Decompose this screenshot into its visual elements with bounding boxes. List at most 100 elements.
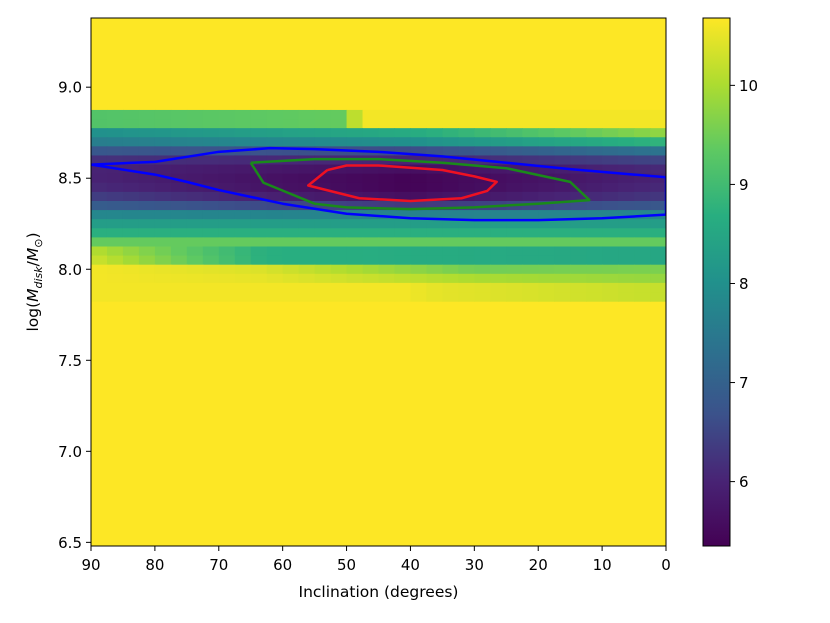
heatmap-cell — [458, 173, 475, 184]
heatmap-cell — [234, 228, 252, 238]
heatmap-cell — [154, 200, 172, 211]
heatmap-cell — [330, 219, 348, 229]
heatmap-cell — [154, 210, 172, 220]
heatmap-cell — [170, 264, 188, 275]
heatmap-cell — [410, 219, 428, 229]
heatmap-cell — [442, 119, 459, 129]
heatmap-cell — [138, 255, 156, 266]
heatmap-cell — [362, 282, 380, 293]
heatmap-cell — [378, 282, 396, 293]
heatmap-cell — [170, 237, 188, 248]
heatmap-cell — [106, 173, 124, 184]
heatmap-cell — [634, 200, 651, 211]
heatmap-cell — [522, 191, 539, 202]
heatmap-cell — [202, 219, 220, 229]
heatmap-cell — [554, 173, 571, 184]
heatmap-cell — [298, 237, 316, 248]
heatmap-cell — [266, 128, 284, 138]
heatmap-cell — [602, 237, 619, 248]
heatmap-cell — [218, 164, 236, 175]
heatmap-cell — [426, 146, 443, 157]
heatmap-cell — [442, 264, 459, 275]
heatmap-cell — [522, 210, 539, 220]
heatmap-cell — [186, 137, 204, 147]
heatmap-cell — [410, 282, 428, 293]
heatmap-cell — [186, 264, 204, 275]
heatmap-cell — [282, 128, 300, 138]
heatmap-cell — [154, 146, 172, 157]
heatmap-cell — [650, 137, 666, 147]
heatmap-cell — [650, 191, 666, 202]
heatmap-cell — [266, 246, 284, 257]
heatmap-cell — [202, 273, 220, 284]
heatmap-cell — [218, 173, 236, 184]
heatmap-cell — [250, 273, 268, 284]
heatmap-cell — [346, 282, 364, 293]
heatmap-cell — [362, 200, 380, 211]
heatmap-cell — [234, 273, 252, 284]
heatmap-cell — [410, 255, 428, 266]
heatmap-cell — [170, 173, 188, 184]
heatmap-cell — [314, 219, 332, 229]
heatmap-cell — [138, 200, 156, 211]
heatmap-cell — [602, 273, 619, 284]
heatmap-cell — [474, 119, 491, 129]
heatmap-cell — [570, 128, 587, 138]
heatmap-cell — [570, 119, 587, 129]
heatmap-cell — [634, 228, 651, 238]
heatmap-cell — [602, 182, 619, 193]
heatmap-cell — [186, 246, 204, 257]
heatmap-cell — [314, 137, 332, 147]
heatmap-cell — [442, 137, 459, 147]
heatmap-cell — [490, 282, 507, 293]
heatmap-cell — [650, 119, 666, 129]
heatmap-cell — [586, 182, 603, 193]
heatmap-cell — [506, 219, 523, 229]
heatmap-cell — [554, 219, 571, 229]
heatmap-cell — [554, 292, 571, 302]
heatmap-cell — [106, 210, 124, 220]
heatmap-cell — [91, 273, 108, 284]
heatmap-cell — [618, 292, 635, 302]
heatmap-cell — [538, 109, 555, 120]
heatmap-cell — [618, 128, 635, 138]
heatmap-cell — [362, 173, 380, 184]
heatmap-cell — [314, 237, 332, 248]
heatmap-cell — [186, 164, 204, 175]
heatmap-cell — [138, 264, 156, 275]
heatmap-cell — [378, 264, 396, 275]
heatmap-cell — [250, 264, 268, 275]
heatmap-cell — [618, 173, 635, 184]
heatmap-cell — [618, 255, 635, 266]
heatmap-cell — [490, 109, 507, 120]
heatmap-cell — [298, 109, 316, 120]
heatmap-cell — [138, 246, 156, 257]
heatmap-cell — [91, 182, 108, 193]
heatmap-cell — [522, 164, 539, 175]
heatmap-cell — [202, 264, 220, 275]
heatmap-cell — [426, 155, 443, 166]
heatmap-cell — [394, 292, 412, 302]
heatmap-cell — [650, 146, 666, 157]
heatmap-cell — [186, 237, 204, 248]
heatmap-cell — [442, 191, 459, 202]
heatmap-cell — [378, 219, 396, 229]
heatmap-cell — [282, 173, 300, 184]
heatmap-cell — [362, 246, 380, 257]
heatmap-cell — [586, 173, 603, 184]
heatmap-cell — [602, 219, 619, 229]
heatmap-cell — [106, 246, 124, 257]
heatmap-cell — [138, 109, 156, 120]
heatmap-cell — [394, 164, 412, 175]
heatmap-cell — [554, 273, 571, 284]
heatmap-cell — [506, 210, 523, 220]
heatmap-cell — [202, 191, 220, 202]
heatmap-cell — [218, 255, 236, 266]
heatmap-cell — [314, 273, 332, 284]
heatmap-cell — [250, 219, 268, 229]
heatmap-cell — [474, 273, 491, 284]
heatmap-cell — [522, 173, 539, 184]
heatmap-cell — [506, 228, 523, 238]
heatmap-cell — [538, 246, 555, 257]
heatmap-cell — [138, 282, 156, 293]
